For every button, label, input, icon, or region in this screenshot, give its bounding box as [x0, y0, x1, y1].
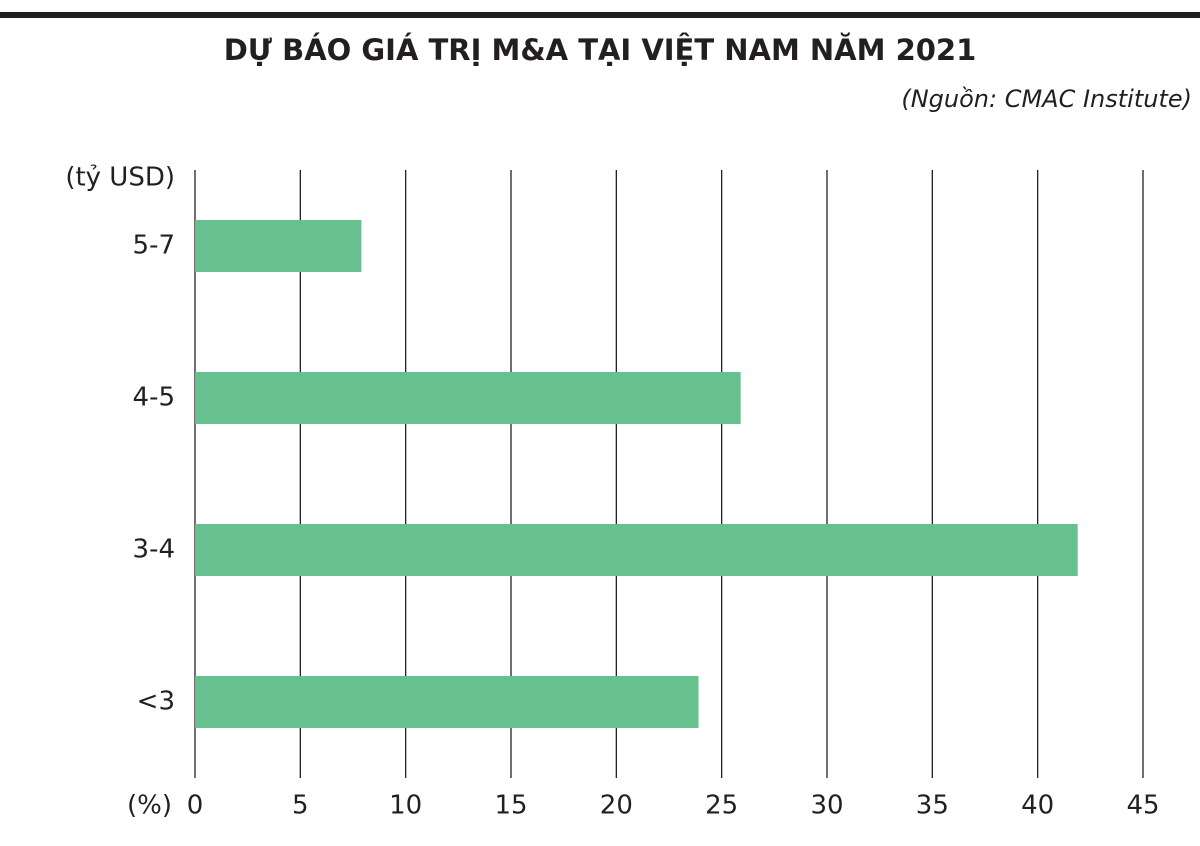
x-tick-label: 20 [600, 791, 633, 821]
bar [195, 676, 699, 728]
y-tick-label: 3-4 [133, 535, 175, 565]
x-tick-label: 15 [494, 791, 527, 821]
source: (Nguồn: CMAC Institute) [901, 85, 1192, 113]
y-axis-label: (tỷ USD) [65, 163, 175, 193]
x-tick-label: 35 [916, 791, 949, 821]
x-tick-label: 25 [705, 791, 738, 821]
x-tick-label: 30 [810, 791, 843, 821]
x-tick-label: 5 [292, 791, 309, 821]
x-axis-label: (%) [127, 791, 172, 821]
bar [195, 372, 741, 424]
y-tick-label: <3 [137, 687, 175, 717]
y-tick-label: 4-5 [133, 383, 175, 413]
y-tick-label: 5-7 [133, 231, 175, 261]
x-tick-label: 0 [187, 791, 204, 821]
chart-title: DỰ BÁO GIÁ TRỊ M&A TẠI VIỆT NAM NĂM 2021 [224, 33, 977, 67]
x-tick-label: 10 [389, 791, 422, 821]
top-rule [0, 12, 1200, 18]
bar [195, 524, 1078, 576]
bar [195, 220, 362, 272]
x-tick-label: 40 [1021, 791, 1054, 821]
x-tick-label: 45 [1126, 791, 1159, 821]
